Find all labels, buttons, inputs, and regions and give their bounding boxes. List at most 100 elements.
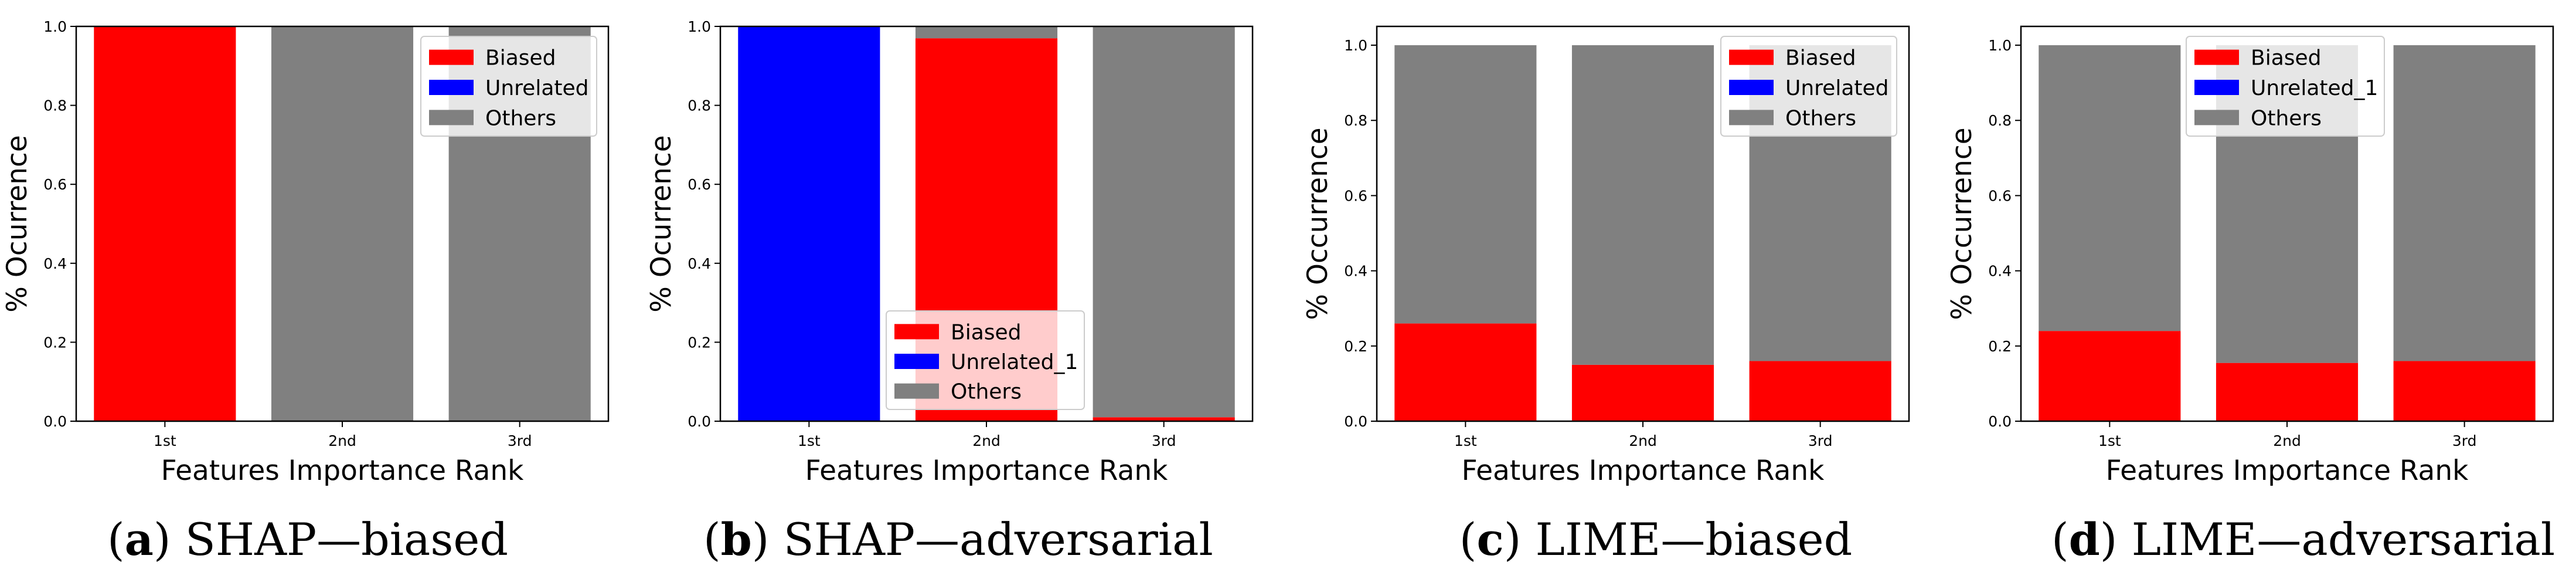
y-tick-label: 1.0	[43, 18, 67, 35]
bar-biased-3rd	[2393, 361, 2536, 421]
y-tick-label: 0.0	[43, 413, 67, 430]
x-axis-label: Features Importance Rank	[1462, 455, 1825, 487]
caption-paren: (	[1459, 513, 1477, 566]
caption-paren: (	[2051, 513, 2069, 566]
y-tick-label: 0.0	[1344, 413, 1367, 430]
bar-biased-2nd	[2216, 363, 2359, 421]
legend-swatch-others	[429, 110, 474, 126]
y-axis-label: % Ocurrence	[1, 135, 33, 312]
y-tick-label: 1.0	[1988, 37, 2012, 54]
y-tick-label: 0.2	[1988, 338, 2012, 355]
legend-swatch-biased	[1729, 49, 1774, 65]
caption-paren: (	[107, 513, 125, 566]
y-tick-label: 0.8	[688, 97, 711, 114]
caption-a: (a) SHAP—biased	[59, 510, 557, 569]
x-axis-label: Features Importance Rank	[805, 455, 1169, 487]
legend-label-unrelated: Unrelated	[485, 76, 589, 100]
x-axis-label: Features Importance Rank	[2106, 455, 2469, 487]
legend-label-biased: Biased	[2251, 46, 2322, 70]
legend-swatch-others	[1729, 110, 1774, 126]
x-tick-label: 2nd	[2273, 432, 2301, 449]
caption-paren: )	[1503, 513, 1522, 566]
caption-letter: c	[1476, 513, 1504, 566]
legend-swatch-unrelated_1	[2194, 80, 2239, 95]
legend-swatch-unrelated_1	[894, 354, 939, 369]
y-axis-label: % Ocurrence	[645, 135, 678, 312]
legend-label-biased: Biased	[1785, 46, 1856, 70]
legend: Biased Unrelated_1 Others	[2186, 36, 2385, 137]
bar-others-1st	[1394, 45, 1537, 324]
legend-swatch-unrelated	[1729, 80, 1774, 95]
legend-label-unrelated_1: Unrelated_1	[951, 350, 1078, 374]
legend-swatch-unrelated	[429, 80, 474, 95]
legend-swatch-others	[894, 383, 939, 399]
bar-biased-3rd	[1749, 361, 1891, 421]
y-tick-label: 0.4	[1988, 263, 2012, 280]
bar-others-3rd	[1093, 26, 1235, 418]
y-tick-label: 1.0	[688, 18, 711, 35]
y-tick-label: 0.4	[688, 255, 711, 272]
bar-others-1st	[2039, 45, 2181, 331]
y-tick-label: 0.8	[1988, 112, 2012, 129]
caption-paren: )	[751, 513, 770, 566]
legend-swatch-biased	[2194, 49, 2239, 65]
chart-panel-2: 0.0 0.2 0.4 0.6 0.8 1.0 1st 2nd 3rd Features Impo…	[645, 18, 1254, 487]
bar-biased-1st	[2039, 331, 2181, 421]
x-tick-label: 3rd	[1808, 432, 1833, 449]
legend-label-unrelated: Unrelated	[1785, 76, 1889, 100]
legend-label-others: Others	[485, 106, 556, 130]
legend: Biased Unrelated_1 Others	[886, 310, 1085, 410]
legend-label-others: Others	[2251, 106, 2322, 130]
y-tick-label: 1.0	[1344, 37, 1367, 54]
y-tick-label: 0.6	[1344, 187, 1367, 204]
legend-swatch-others	[2194, 110, 2239, 126]
bar-unrelated_1-1st	[738, 26, 880, 421]
bar-others-2nd	[915, 26, 1058, 39]
chart-panel-3: 0.0 0.2 0.4 0.6 0.8 1.0 1st 2nd 3rd Features Impo…	[1302, 25, 1910, 487]
x-axis-label: Features Importance Rank	[161, 455, 525, 487]
y-tick-label: 0.8	[43, 97, 67, 114]
bar-biased-2nd	[1571, 364, 1714, 421]
caption-b: (b) SHAP—adversarial	[703, 510, 1213, 569]
bar-others-2nd	[1571, 45, 1714, 365]
x-tick-label: 2nd	[328, 432, 356, 449]
x-tick-label: 3rd	[508, 432, 532, 449]
caption-text: LIME—adversarial	[2117, 513, 2555, 566]
chart-panel-4: 0.0 0.2 0.4 0.6 0.8 1.0 1st 2nd 3rd Features Impo…	[1946, 25, 2554, 487]
y-axis-label: % Occurrence	[1946, 127, 1978, 320]
x-tick-label: 3rd	[1152, 432, 1176, 449]
caption-letter: b	[720, 513, 752, 566]
caption-paren: (	[703, 513, 721, 566]
y-axis-label: % Occurrence	[1302, 127, 1334, 320]
y-tick-label: 0.4	[1344, 263, 1367, 280]
y-tick-label: 0.8	[1344, 112, 1367, 129]
caption-paren: )	[2099, 513, 2118, 566]
x-tick-label: 1st	[798, 432, 821, 449]
caption-letter: d	[2068, 513, 2100, 566]
x-tick-label: 2nd	[972, 432, 1001, 449]
caption-text: SHAP—biased	[171, 513, 508, 566]
legend: Biased Unrelated Others	[420, 36, 597, 137]
caption-letter: a	[124, 513, 154, 566]
legend-swatch-biased	[894, 324, 939, 340]
caption-text: LIME—biased	[1521, 513, 1853, 566]
y-tick-label: 0.4	[43, 255, 67, 272]
caption-c: (c) LIME—biased	[1407, 510, 1905, 569]
legend-label-others: Others	[1785, 106, 1856, 130]
y-tick-label: 0.6	[688, 176, 711, 193]
bar-biased-3rd	[1093, 417, 1235, 421]
y-tick-label: 0.2	[688, 334, 711, 351]
legend-swatch-biased	[429, 49, 474, 65]
caption-paren: )	[153, 513, 171, 566]
x-tick-label: 3rd	[2452, 432, 2477, 449]
y-tick-label: 0.6	[1988, 187, 2012, 204]
y-tick-label: 0.0	[688, 413, 711, 430]
caption-d: (d) LIME—adversarial	[2051, 510, 2555, 569]
bar-others-3rd	[2393, 45, 2536, 361]
x-tick-label: 1st	[2098, 432, 2121, 449]
bar-biased-1st	[1394, 323, 1537, 421]
x-tick-label: 1st	[154, 432, 176, 449]
bar-biased-1st	[94, 26, 236, 421]
legend-label-biased: Biased	[951, 320, 1022, 344]
